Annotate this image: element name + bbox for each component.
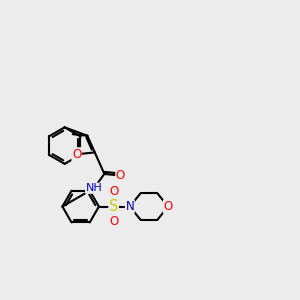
Text: N: N [125,200,134,213]
Text: O: O [72,148,81,161]
Text: O: O [109,185,118,198]
Text: S: S [109,199,118,214]
Text: O: O [116,169,125,182]
Text: NH: NH [85,183,102,193]
Text: O: O [164,200,173,213]
Text: O: O [109,215,118,228]
